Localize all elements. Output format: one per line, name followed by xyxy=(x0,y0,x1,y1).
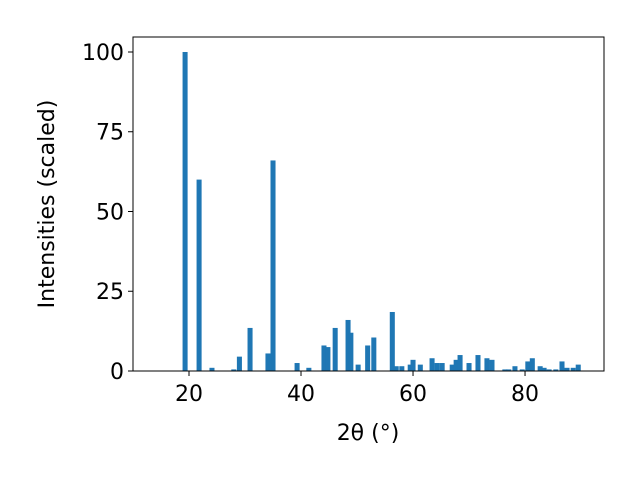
bar xyxy=(410,359,416,371)
bar xyxy=(537,366,543,371)
bar xyxy=(453,359,459,371)
bar xyxy=(475,355,481,371)
bar xyxy=(247,327,253,371)
y-tick-label: 75 xyxy=(96,121,124,146)
y-tick-label: 25 xyxy=(96,280,124,305)
bar xyxy=(546,369,552,371)
bar xyxy=(457,355,463,371)
bar xyxy=(209,367,215,371)
y-axis-label: Intensities (scaled) xyxy=(35,100,60,309)
bar xyxy=(389,311,395,371)
bar xyxy=(417,364,423,371)
bar xyxy=(321,345,327,371)
bar xyxy=(512,366,518,371)
bar xyxy=(564,367,570,371)
bar xyxy=(449,364,455,371)
bar xyxy=(306,367,312,371)
bar xyxy=(559,361,565,371)
bar xyxy=(529,358,535,371)
bar xyxy=(484,358,490,371)
bar xyxy=(439,363,445,371)
bar xyxy=(553,369,559,371)
bar xyxy=(575,364,581,371)
bar xyxy=(570,367,576,371)
bar xyxy=(434,363,440,371)
bar xyxy=(399,366,405,371)
bar xyxy=(294,363,300,371)
bar xyxy=(365,345,371,371)
bar xyxy=(325,347,331,371)
y-tick-label: 0 xyxy=(110,360,124,385)
bar xyxy=(270,160,276,371)
bar xyxy=(236,356,242,371)
bar xyxy=(502,369,508,371)
bar xyxy=(407,364,413,371)
x-tick-label: 40 xyxy=(287,382,315,407)
bar xyxy=(429,358,435,371)
bar xyxy=(393,366,399,371)
bar xyxy=(345,319,351,371)
bar xyxy=(332,327,338,371)
bar xyxy=(196,179,202,371)
y-tick-label: 100 xyxy=(82,41,124,66)
x-tick-label: 60 xyxy=(399,382,427,407)
bar xyxy=(371,337,377,371)
x-tick-label: 80 xyxy=(511,382,539,407)
y-tick-label: 50 xyxy=(96,200,124,225)
bar xyxy=(541,367,547,371)
bar xyxy=(466,363,472,371)
bar xyxy=(506,369,512,371)
bar xyxy=(231,369,237,371)
bar xyxy=(348,332,354,371)
bar xyxy=(265,353,271,371)
x-axis-label: 2θ (°) xyxy=(337,421,400,446)
plot-frame xyxy=(132,36,605,372)
bar xyxy=(355,364,361,371)
bar xyxy=(519,369,525,371)
bar xyxy=(182,51,188,371)
x-tick-label: 20 xyxy=(175,382,203,407)
bar xyxy=(525,361,531,371)
bar xyxy=(489,359,495,371)
